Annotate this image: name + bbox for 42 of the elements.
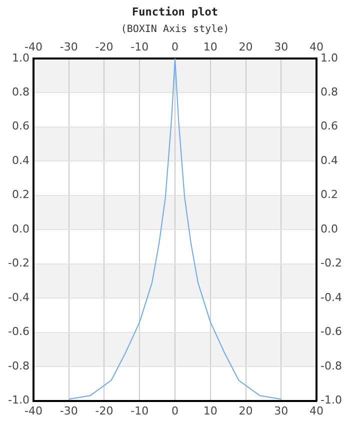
y2-tick-label: 0.8 [320,86,338,98]
x2-tick-label: 20 [238,40,253,54]
x-tick-label: 40 [310,404,324,418]
y-tick-label: 1.0 [12,51,30,64]
y-tick-label: -0.8 [8,359,30,372]
x2-tick-label: -20 [95,40,114,54]
x-tick-label: 30 [274,404,288,418]
x2-tick-label: -40 [24,40,42,54]
x2-tick-label: 0 [172,40,178,54]
y2-tick-label: -1.0 [320,394,342,407]
x-tick-label: -10 [130,404,149,418]
y-tick-label: -1.0 [8,394,30,407]
x-tick-label: -40 [24,404,42,418]
x-tick-label: 20 [238,404,253,418]
y2-tick-label: -0.2 [320,256,342,270]
y-tick-label: 0.0 [12,222,30,236]
x-tick-label: -20 [95,404,114,418]
y-tick-label: 0.4 [12,154,30,167]
y-tick-label: -0.2 [8,256,30,270]
y2-tick-label: -0.8 [320,359,342,372]
x2-tick-label: 30 [274,40,288,54]
y2-tick-label: 0.4 [320,154,338,167]
y2-tick-label: 0.6 [320,120,338,133]
x2-tick-label: 10 [203,40,218,54]
chart-title: Function plot [132,5,218,18]
y2-tick-label: -0.4 [320,290,342,304]
x-tick-label: 0 [172,404,178,418]
y2-tick-label: 1.0 [320,51,338,64]
y-tick-label: -0.6 [8,325,30,338]
x2-tick-label: 40 [310,40,324,54]
x-tick-label: -30 [60,404,78,418]
y2-tick-label: 0.0 [320,222,338,236]
y2-tick-label: -0.6 [320,325,342,338]
y-tick-label: 0.8 [12,86,30,98]
x2-tick-label: -30 [60,40,78,54]
x-tick-label: 10 [203,404,218,418]
chart-subtitle: (BOXIN Axis style) [120,24,230,35]
y-tick-label: -0.4 [8,290,30,304]
y-tick-label: 0.6 [12,120,30,133]
x2-tick-label: -10 [130,40,149,54]
y2-tick-label: 0.2 [320,188,338,202]
y-tick-label: 0.2 [12,188,30,202]
